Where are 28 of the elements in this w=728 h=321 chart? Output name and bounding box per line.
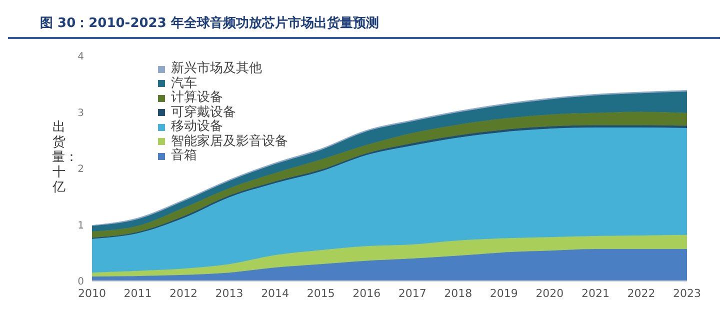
- x-tick-label: 2022: [627, 286, 656, 300]
- x-tick-label: 2013: [215, 286, 244, 300]
- x-tick-label: 2020: [536, 286, 564, 300]
- y-tick-label: 1: [78, 220, 84, 232]
- x-tick-label: 2019: [490, 286, 518, 300]
- legend-label: 汽车: [171, 76, 197, 90]
- legend-label: 计算设备: [171, 90, 223, 105]
- legend-label: 智能家居及影音设备: [171, 134, 288, 148]
- chart-title: 图 30：2010-2023 年全球音频功放芯片市场出货量预测: [8, 8, 720, 39]
- x-tick-label: 2011: [124, 286, 152, 300]
- x-tick-label: 2016: [352, 286, 381, 300]
- y-tick-label: 0: [78, 276, 84, 288]
- x-tick-label: 2015: [306, 286, 335, 300]
- x-tick-label: 2014: [261, 286, 290, 300]
- x-tick-label: 2021: [581, 286, 610, 300]
- x-tick-label: 2012: [170, 286, 198, 300]
- y-tick-label: 2: [78, 164, 84, 176]
- x-tick-label: 2010: [78, 286, 106, 300]
- x-tick-label: 2017: [398, 286, 426, 300]
- legend-label: 移动设备: [171, 119, 223, 134]
- legend-label: 可穿戴设备: [171, 104, 236, 120]
- legend-label: 音箱: [171, 148, 197, 164]
- x-tick-label: 2018: [444, 286, 472, 300]
- legend-label: 新兴市场及其他: [171, 61, 262, 76]
- y-axis-title: 出货量：十亿: [52, 120, 78, 195]
- y-tick-label: 4: [78, 52, 84, 63]
- x-tick-label: 2023: [673, 286, 701, 300]
- y-tick-label: 3: [78, 108, 84, 119]
